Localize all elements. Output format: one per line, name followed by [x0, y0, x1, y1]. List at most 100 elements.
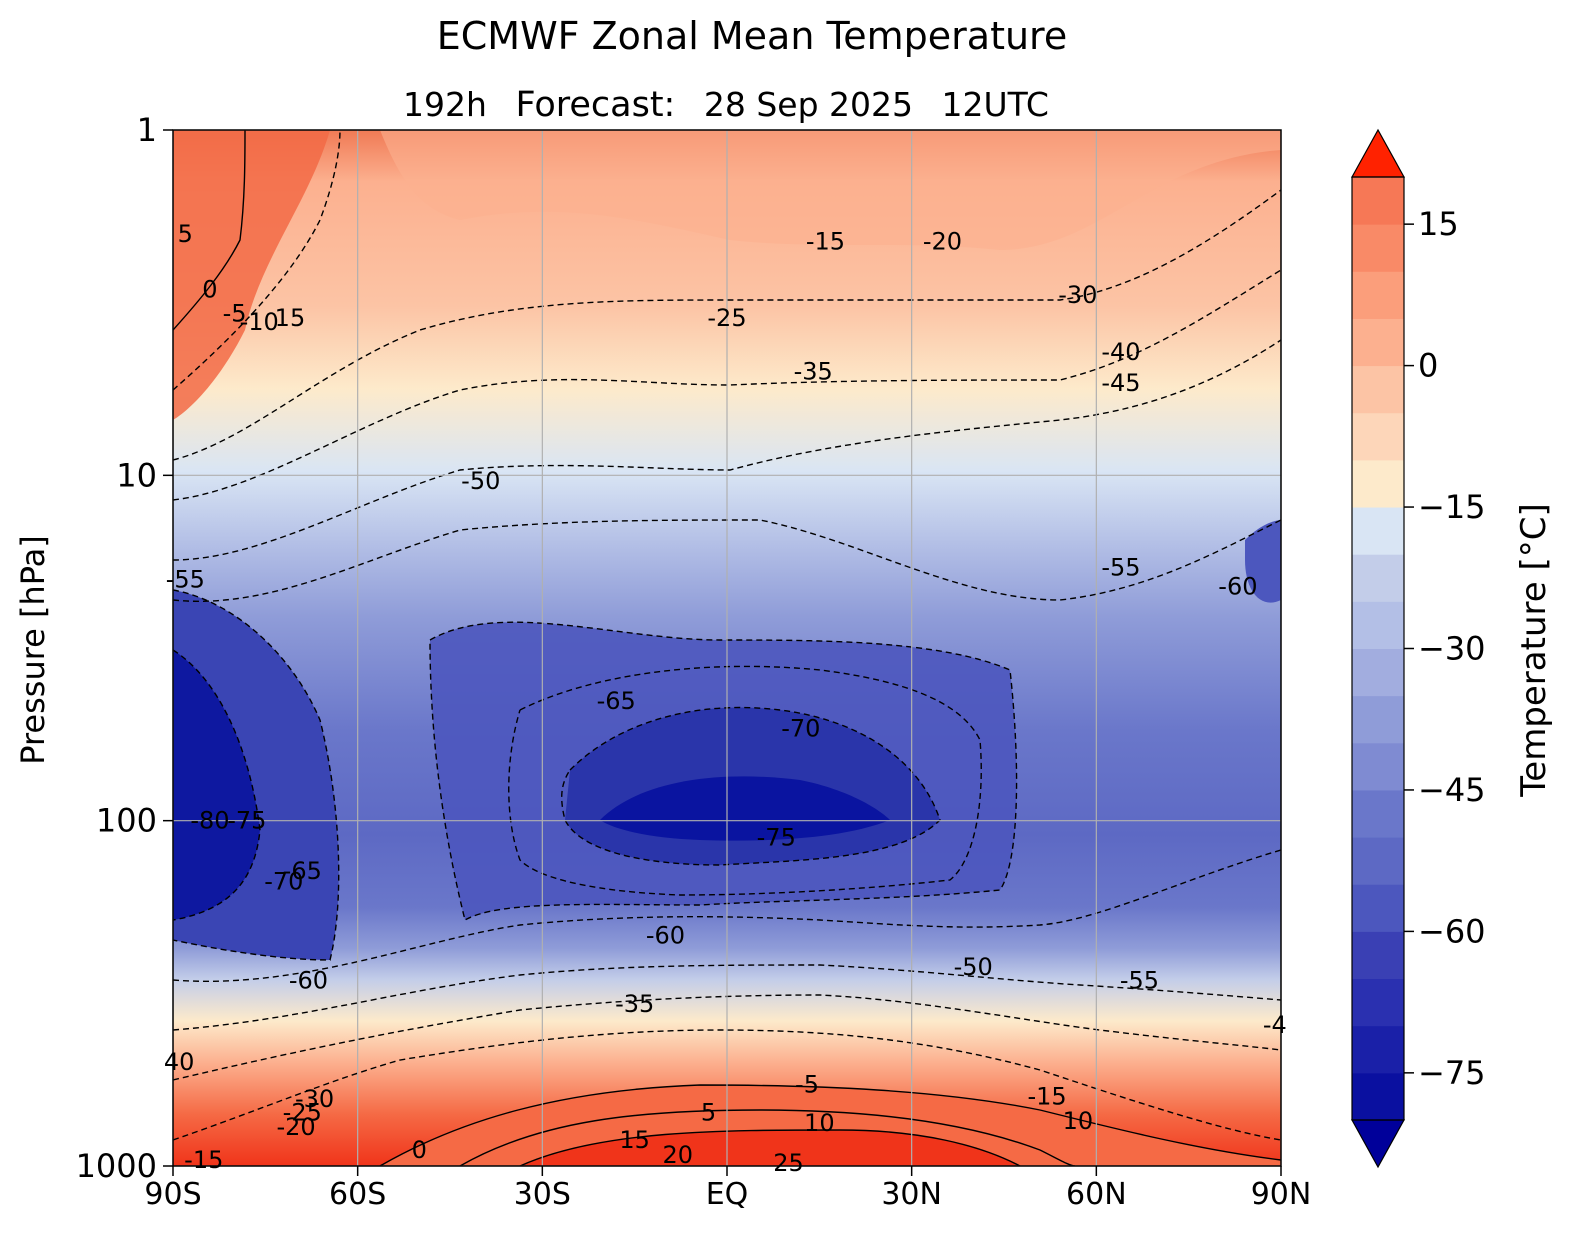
contour-line [173, 339, 1281, 561]
contour-label: 40 [164, 1048, 195, 1076]
contour-line [173, 649, 261, 921]
contour-label: 10 [804, 1109, 835, 1137]
colorbar-segment [1352, 837, 1404, 885]
contour-line [173, 130, 341, 391]
colorbar-segment [1352, 742, 1404, 791]
contour-label: -55 [166, 565, 205, 593]
contour-label: -55 [1120, 966, 1159, 994]
y-tick-label: 10 [116, 456, 157, 494]
colorbar: 15 0 −15 −30 −45 −60 −75 [1350, 128, 1486, 1169]
contour-label: -45 [1101, 369, 1140, 397]
colorbar-segment [1352, 884, 1404, 932]
x-tick-label: 60N [1066, 1177, 1127, 1212]
contour-label: 0 [412, 1136, 427, 1164]
arctic-cold-pocket [1245, 520, 1281, 603]
colorbar-segment [1352, 318, 1404, 367]
contour-label: -30 [1058, 281, 1097, 309]
contour-line [519, 1129, 1021, 1166]
contour-label: -10 [240, 308, 279, 336]
contour-label: -20 [277, 1113, 316, 1141]
x-tick-label: 90N [1251, 1177, 1312, 1212]
x-tick-label: EQ [706, 1177, 749, 1212]
x-tick-label: 30N [881, 1177, 942, 1212]
colorbar-segment [1352, 459, 1404, 508]
contour-label: 20 [662, 1141, 693, 1169]
subtitle-lead: 192h [403, 85, 487, 124]
colorbar-segment [1352, 978, 1404, 1027]
contour-line [173, 189, 1281, 461]
contour-line [508, 665, 982, 896]
y-tick-label: 1 [137, 111, 157, 149]
colorbar-extend-max [1350, 128, 1406, 178]
contour-label: -75 [227, 807, 266, 835]
grid [173, 130, 1281, 1166]
contour-line [379, 1084, 1281, 1166]
contour-label: 0 [202, 276, 217, 304]
contour-line [173, 1029, 1281, 1141]
contour-label: -65 [283, 857, 322, 885]
contour-label: -15 [184, 1146, 223, 1174]
contour-label: -5 [795, 1070, 819, 1098]
colorbar-segment [1352, 554, 1404, 602]
contour-line [173, 519, 1281, 602]
contour-label: -55 [1101, 554, 1140, 582]
contour-line [173, 589, 340, 961]
colorbar-segment [1352, 789, 1404, 838]
colorbar-segment [1352, 224, 1404, 272]
contour-label: -70 [264, 867, 303, 895]
colorbar-tick-label: −45 [1418, 771, 1486, 809]
colorbar-segment [1352, 931, 1404, 980]
colorbar-segment [1352, 601, 1404, 649]
contour-label: 10 [1063, 1107, 1094, 1135]
colorbar-segment [1352, 507, 1404, 555]
colorbar-segment [1352, 1025, 1404, 1074]
cold-polar-core [173, 650, 260, 920]
contour-label: -80 [190, 807, 229, 835]
contour-label: -5 [223, 300, 247, 328]
colorbar-tick-label: 15 [1418, 205, 1459, 243]
contour-label: -25 [283, 1099, 322, 1127]
colorbar-segment [1352, 648, 1404, 697]
colorbar-tick-label: −30 [1418, 630, 1486, 668]
colorbar-tick-label: 0 [1418, 347, 1438, 385]
chart-subtitle: 192h Forecast: 28 Sep 2025 12UTC [403, 85, 1049, 125]
contour-label: -15 [806, 227, 845, 255]
contour-label: -35 [615, 990, 654, 1018]
x-tick-label: 30S [514, 1177, 571, 1212]
colorbar-extend-min [1350, 1119, 1406, 1169]
subtitle-label: Forecast: [515, 85, 675, 125]
subtitle-date: 28 Sep 2025 [704, 85, 913, 124]
contour-label: -65 [597, 687, 636, 715]
contour-line [429, 621, 1018, 922]
contour-lines [173, 130, 1281, 1166]
contour-label: -50 [954, 953, 993, 981]
x-axis: 90S 60S 30S EQ 30N 60N 90N [144, 1166, 1311, 1212]
y-axis-label: Pressure [hPa] [14, 535, 52, 765]
hottest-surface-band [520, 1130, 1020, 1166]
chart-title: ECMWF Zonal Mean Temperature [437, 14, 1067, 58]
colorbar-segment [1352, 177, 1404, 225]
colorbar-segment [1352, 365, 1404, 414]
contour-line [173, 994, 1281, 1081]
contour-label: -50 [461, 467, 500, 495]
contour-line [173, 964, 1281, 1031]
y-tick-label: 100 [96, 802, 157, 840]
warm-polar-stratosphere [173, 130, 330, 420]
colorbar-segment [1352, 271, 1404, 319]
contour-label: 25 [773, 1149, 804, 1177]
contour-line [173, 269, 1281, 501]
y-axis: 1 10 100 1000 [76, 111, 173, 1185]
warm-upper-region [380, 130, 1281, 250]
colorbar-segment [1352, 412, 1404, 461]
colorbar-segment [1352, 1072, 1404, 1121]
colorbar-tick-label: −15 [1418, 488, 1486, 526]
contour-label: -25 [707, 304, 746, 332]
x-tick-label: 60S [329, 1177, 386, 1212]
contour-label: -20 [923, 227, 962, 255]
contour-label: 5 [178, 220, 193, 248]
y-tick-label: 1000 [76, 1147, 157, 1185]
colorbar-label: Temperature [°C] [1514, 503, 1554, 797]
contour-label: 15 [275, 304, 306, 332]
colorbar-segment [1352, 695, 1404, 744]
